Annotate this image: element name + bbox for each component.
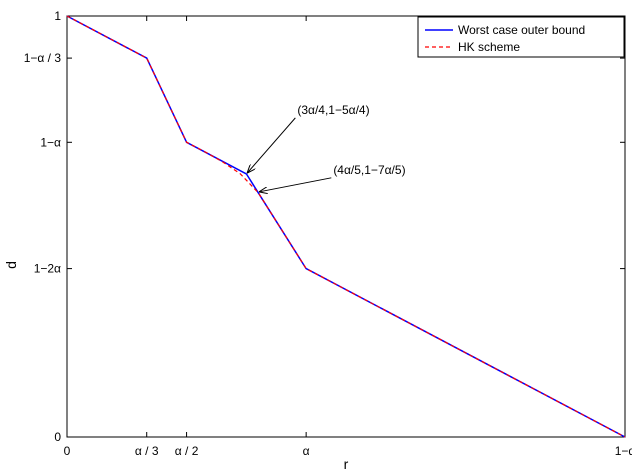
legend-label-hk-scheme: HK scheme (458, 40, 520, 54)
annotation-label: (4α/5,1−7α/5) (333, 163, 405, 177)
y-tick-label: 1−2α (34, 262, 61, 276)
y-tick-label: 1−α (40, 135, 61, 149)
annotation-arrow (247, 117, 296, 173)
legend-box (417, 16, 625, 58)
series-line-hk-scheme (66, 15, 626, 438)
x-tick-label: α / 2 (175, 444, 199, 458)
x-tick-label: α (303, 444, 310, 458)
series-line-outer-bound (66, 15, 626, 438)
plot-frame (66, 15, 626, 438)
y-axis-label: d (3, 261, 19, 269)
legend-label-outer-bound: Worst case outer bound (458, 23, 585, 37)
x-tick-label: 0 (64, 444, 71, 458)
annotation-arrow (259, 177, 332, 192)
axis-ticks: 0 α / 3 α / 2 α 1−α 0 1−2α 1−α 1−α / 3 1 (24, 9, 632, 458)
x-tick-label: α / 3 (135, 444, 159, 458)
x-axis-label: r (344, 456, 349, 472)
legend: Worst case outer bound HK scheme (417, 16, 625, 58)
y-tick-label: 1 (54, 9, 61, 23)
y-tick-label: 1−α / 3 (24, 51, 62, 65)
x-tick-label: 1−α (615, 444, 632, 458)
annotation-layer: (3α/4,1−5α/4) (4α/5,1−7α/5) (247, 103, 406, 192)
y-tick-label: 0 (54, 430, 61, 444)
annotation-label: (3α/4,1−5α/4) (297, 103, 369, 117)
series-layer (66, 15, 626, 438)
